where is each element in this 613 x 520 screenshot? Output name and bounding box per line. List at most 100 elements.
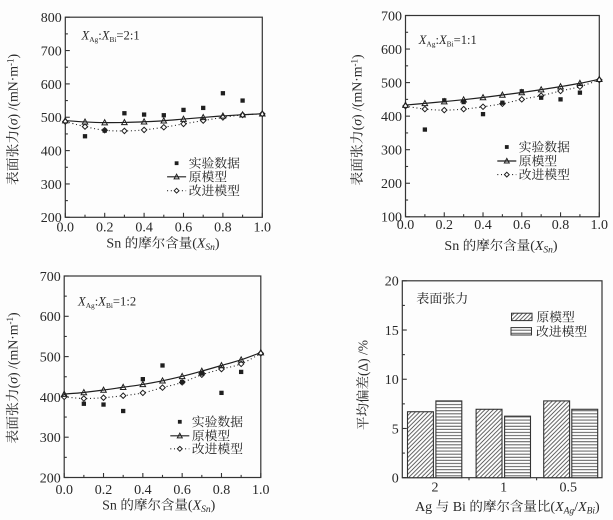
svg-text:=2:1: =2:1	[116, 29, 139, 43]
svg-text:(: (	[192, 237, 197, 252]
svg-text:): )	[595, 500, 600, 515]
svg-text:X: X	[97, 295, 107, 309]
svg-text:700: 700	[40, 270, 61, 285]
svg-text:5: 5	[392, 422, 399, 437]
svg-text:1.0: 1.0	[252, 483, 270, 498]
svg-text:-1: -1	[350, 59, 360, 67]
svg-text:300: 300	[40, 431, 61, 446]
svg-text:) /(mN·m: ) /(mN·m	[350, 66, 366, 119]
svg-text:0.2: 0.2	[96, 221, 114, 236]
svg-text:X: X	[577, 500, 587, 515]
svg-text:1.0: 1.0	[254, 221, 272, 236]
svg-text:/: /	[574, 500, 578, 515]
svg-text:X: X	[438, 33, 448, 47]
svg-text:700: 700	[381, 9, 402, 24]
svg-text:800: 800	[41, 11, 62, 26]
svg-text:Ag: Ag	[415, 500, 432, 515]
svg-text:300: 300	[41, 178, 62, 193]
svg-text:Ag: Ag	[89, 35, 98, 44]
svg-text:100: 100	[381, 211, 402, 226]
svg-text:Ag: Ag	[86, 301, 95, 310]
svg-text:0.5: 0.5	[559, 481, 577, 496]
svg-text:X: X	[534, 239, 544, 254]
svg-text:600: 600	[41, 78, 62, 93]
svg-text:0.6: 0.6	[513, 218, 531, 233]
svg-text:Sn: Sn	[444, 239, 459, 254]
svg-text:) /(mN·m: ) /(mN·m	[6, 66, 22, 119]
svg-text:σ: σ	[350, 118, 365, 126]
svg-text:0.6: 0.6	[173, 483, 191, 498]
svg-text:Sn: Sn	[543, 245, 553, 255]
svg-text:0.2: 0.2	[95, 483, 113, 498]
svg-text:Bi: Bi	[109, 35, 116, 44]
svg-text:X: X	[77, 295, 87, 309]
svg-text:600: 600	[40, 310, 61, 325]
svg-text:400: 400	[381, 110, 402, 125]
svg-text:Ag: Ag	[563, 506, 575, 516]
svg-text:X: X	[192, 499, 202, 514]
svg-text:500: 500	[40, 351, 61, 366]
svg-text:10: 10	[385, 373, 399, 388]
svg-text:0.4: 0.4	[134, 483, 152, 498]
svg-text:0: 0	[392, 472, 399, 487]
svg-text:0.6: 0.6	[175, 221, 193, 236]
svg-text:Sn: Sn	[201, 505, 211, 515]
svg-text:500: 500	[381, 77, 402, 92]
svg-text:300: 300	[381, 144, 402, 159]
svg-text:): )	[215, 237, 220, 252]
svg-text:1: 1	[500, 481, 507, 496]
svg-text:600: 600	[381, 43, 402, 58]
svg-text:-1: -1	[5, 317, 15, 325]
svg-text:0.2: 0.2	[436, 218, 454, 233]
svg-text:0.8: 0.8	[552, 218, 570, 233]
svg-text::: :	[95, 295, 99, 309]
svg-text:0.0: 0.0	[57, 221, 75, 236]
svg-text:400: 400	[41, 145, 62, 160]
svg-text:Sn: Sn	[106, 237, 121, 252]
svg-text:Bi: Bi	[587, 506, 596, 516]
svg-text:X: X	[418, 33, 428, 47]
svg-text:0.8: 0.8	[213, 483, 231, 498]
svg-text:200: 200	[381, 177, 402, 192]
svg-text:200: 200	[40, 471, 61, 486]
svg-text:): )	[211, 499, 216, 514]
svg-text:Sn: Sn	[205, 243, 215, 253]
svg-text:): )	[350, 54, 366, 59]
svg-text:500: 500	[41, 111, 62, 126]
svg-text:20: 20	[385, 275, 399, 290]
svg-text:2: 2	[432, 481, 439, 496]
svg-text:0.4: 0.4	[135, 221, 153, 236]
svg-text:σ: σ	[6, 117, 21, 125]
svg-text:(: (	[530, 239, 535, 254]
svg-text:200: 200	[41, 211, 62, 226]
svg-text:(: (	[6, 125, 22, 130]
svg-text:(: (	[188, 499, 193, 514]
svg-text:0.8: 0.8	[214, 221, 232, 236]
svg-text:Bi: Bi	[453, 500, 466, 515]
svg-text:(Δ: (Δ	[356, 363, 371, 376]
svg-text:): )	[553, 239, 558, 254]
svg-text:X: X	[81, 29, 91, 43]
svg-text:(: (	[550, 500, 555, 515]
svg-text:0.0: 0.0	[397, 218, 415, 233]
svg-text:Ag: Ag	[426, 39, 435, 48]
svg-text:1.0: 1.0	[591, 218, 609, 233]
svg-text:=1:2: =1:2	[113, 295, 136, 309]
svg-text:X: X	[196, 237, 206, 252]
svg-text::: :	[98, 29, 102, 43]
svg-text:Bi: Bi	[106, 301, 113, 310]
svg-text:0.0: 0.0	[55, 483, 73, 498]
svg-text:) /%: ) /%	[356, 340, 371, 363]
svg-text:700: 700	[41, 44, 62, 59]
svg-text:Bi: Bi	[447, 39, 454, 48]
svg-text:): )	[5, 312, 21, 317]
svg-text:-1: -1	[5, 58, 15, 66]
svg-text:) /(mN·m: ) /(mN·m	[5, 324, 21, 377]
svg-text:σ: σ	[5, 376, 20, 384]
svg-text:Sn: Sn	[102, 499, 117, 514]
svg-text:0.4: 0.4	[474, 218, 492, 233]
svg-text:): )	[6, 54, 22, 59]
svg-text:(: (	[350, 125, 366, 130]
svg-text:X: X	[101, 29, 111, 43]
svg-text:=1:1: =1:1	[454, 33, 477, 47]
